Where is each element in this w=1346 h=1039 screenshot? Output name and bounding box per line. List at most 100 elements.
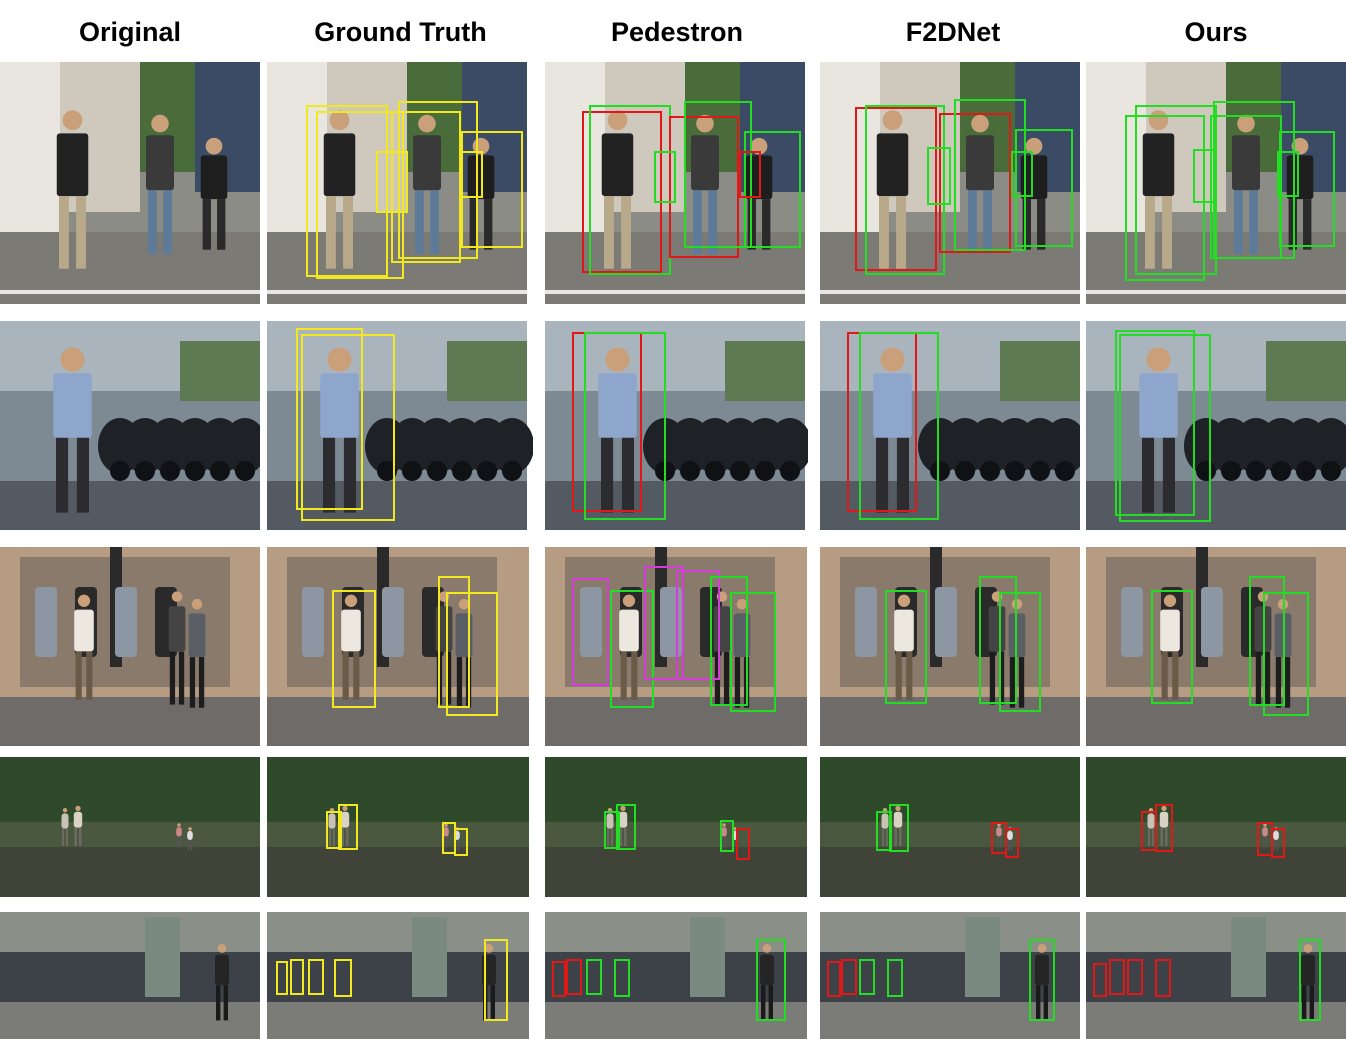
scene-image (820, 547, 1080, 746)
scene-image (1086, 912, 1346, 1039)
photo-row4-ground-truth (267, 757, 533, 897)
photo-row3-f2dnet (820, 547, 1080, 746)
scene-image (545, 757, 807, 897)
ground-truth-box (332, 590, 376, 708)
ground-truth-box (316, 111, 404, 279)
photo-row1-ours (1086, 62, 1346, 304)
photo-row4-f2dnet (820, 757, 1080, 897)
ground-truth-box (276, 961, 288, 995)
correct-detection-box (859, 332, 939, 520)
scene-image (820, 912, 1080, 1039)
photo-row3-original (0, 547, 260, 746)
scene-image (545, 62, 805, 304)
photo-row5-f2dnet (820, 912, 1080, 1039)
ground-truth-box (398, 101, 478, 259)
correct-detection-box (887, 959, 903, 997)
false-detection-box (552, 961, 566, 997)
other-detection-box (644, 566, 684, 680)
scene-image (267, 757, 529, 897)
ground-truth-box (484, 939, 508, 1021)
false-detection-box (669, 116, 739, 258)
scene-image (1086, 757, 1346, 897)
scene-image (1086, 547, 1346, 746)
photo-row2-f2dnet (820, 321, 1080, 530)
correct-detection-box (584, 332, 666, 520)
photo-row4-original (0, 757, 260, 897)
false-detection-box (1127, 959, 1143, 995)
scene-image (1086, 321, 1346, 530)
photo-row5-ours (1086, 912, 1346, 1039)
correct-detection-box (1151, 590, 1193, 704)
photo-row2-pedestron (545, 321, 808, 530)
scene-image (1086, 62, 1346, 304)
correct-detection-box (1193, 149, 1217, 203)
photo-row3-ours (1086, 547, 1346, 746)
correct-detection-box (586, 959, 602, 995)
correct-detection-box (610, 590, 654, 708)
correct-detection-box (889, 804, 909, 852)
ground-truth-box (438, 576, 470, 708)
false-detection-box (582, 111, 662, 273)
false-detection-box (736, 828, 750, 860)
correct-detection-box (614, 959, 630, 997)
correct-detection-box (616, 804, 636, 850)
correct-detection-box (999, 592, 1041, 712)
photo-row4-pedestron (545, 757, 808, 897)
scene-image (0, 62, 260, 304)
correct-detection-box (865, 105, 945, 275)
column-header-original: Original (78, 17, 181, 47)
photo-row3-pedestron (545, 547, 808, 746)
false-detection-box (841, 959, 857, 995)
scene-image (0, 912, 260, 1039)
scene-image (0, 757, 260, 897)
correct-detection-box (954, 99, 1026, 251)
correct-detection-box (1277, 151, 1299, 197)
photo-row5-pedestron (545, 912, 808, 1039)
scene-image (545, 321, 808, 530)
correct-detection-box (859, 959, 875, 995)
false-detection-box (1155, 959, 1171, 997)
correct-detection-box (1029, 939, 1055, 1021)
correct-detection-box (1119, 334, 1211, 522)
correct-detection-box (730, 592, 776, 712)
correct-detection-box (604, 811, 620, 849)
correct-detection-box (927, 147, 951, 205)
ground-truth-box (301, 334, 395, 521)
photo-row3-ground-truth (267, 547, 533, 746)
correct-detection-box (684, 101, 752, 248)
ground-truth-box (306, 105, 388, 277)
correct-detection-box (1011, 151, 1033, 197)
false-detection-box (1155, 804, 1173, 852)
scene-image (267, 321, 533, 530)
ground-truth-box (290, 959, 304, 995)
correct-detection-box (1263, 592, 1309, 716)
false-detection-box (1093, 963, 1107, 997)
ground-truth-box (454, 828, 468, 856)
correct-detection-box (654, 151, 676, 203)
correct-detection-box (885, 590, 927, 704)
correct-detection-box (744, 131, 801, 248)
correct-detection-box (720, 820, 734, 852)
photo-row5-original (0, 912, 260, 1039)
ground-truth-box (376, 151, 408, 213)
correct-detection-box (979, 576, 1017, 704)
ground-truth-box (334, 959, 352, 997)
false-detection-box (939, 113, 1011, 253)
scene-image (267, 547, 529, 746)
scene-image (0, 547, 260, 746)
correct-detection-box (1125, 115, 1205, 281)
scene-image (545, 547, 807, 746)
ground-truth-box (308, 959, 324, 995)
photo-row2-original (0, 321, 260, 530)
ground-truth-box (296, 328, 363, 510)
column-header-ground-truth: Ground Truth (314, 17, 487, 47)
scene-image (267, 912, 529, 1039)
false-detection-box (855, 107, 937, 271)
other-detection-box (572, 578, 609, 686)
ground-truth-box (461, 151, 483, 198)
photo-row5-ground-truth (267, 912, 533, 1039)
scene-image (820, 757, 1080, 897)
false-detection-box (739, 151, 761, 198)
false-detection-box (1005, 828, 1019, 858)
photo-row4-ours (1086, 757, 1346, 897)
